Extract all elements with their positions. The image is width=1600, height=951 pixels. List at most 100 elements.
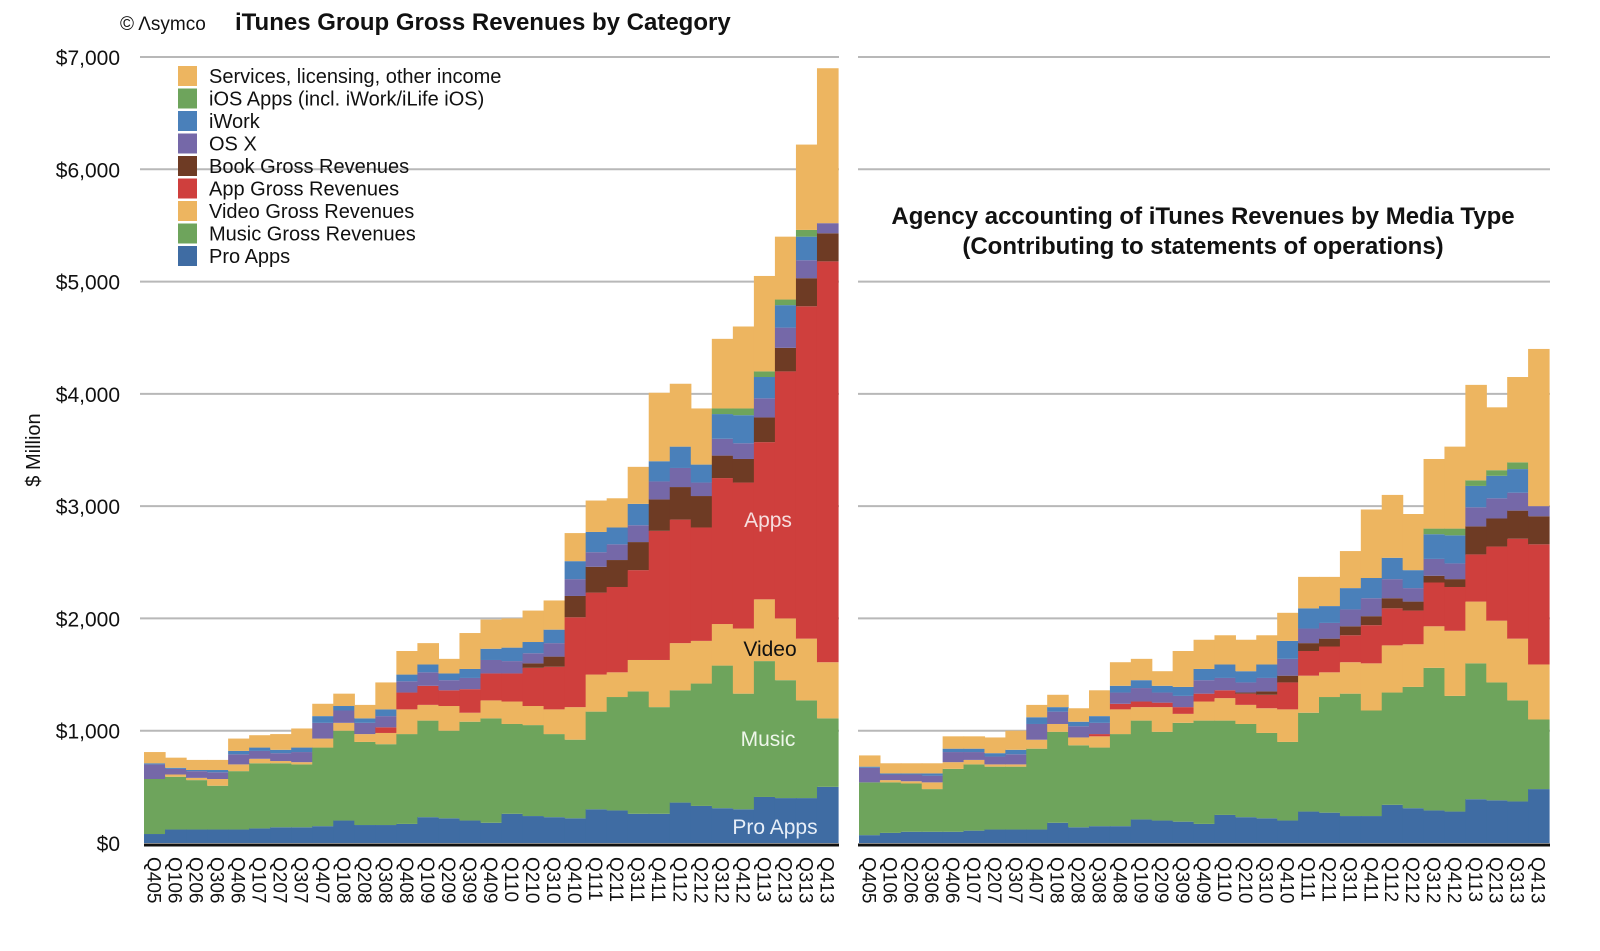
right-bar-segment-music-gross-revenues <box>1277 741 1299 821</box>
left-bar-segment-os-x <box>795 260 818 279</box>
left-bar-segment-pro-apps <box>312 826 334 843</box>
right-bar-segment-pro-apps <box>1486 800 1508 843</box>
right-bar-segment-music-gross-revenues <box>1486 682 1508 801</box>
left-x-tick-label: Q413 <box>815 857 836 903</box>
right-bar-segment-app-gross-revenues <box>1360 625 1383 664</box>
right-bar-segment-pro-apps <box>1423 810 1446 843</box>
left-bar-segment-os-x <box>501 661 524 674</box>
left-bar-segment-book-gross-revenues <box>564 595 587 618</box>
left-bar-segment-services-licensing-other-income <box>522 610 545 643</box>
legend-swatch <box>178 88 197 109</box>
right-bar-segment-os-x <box>879 774 902 781</box>
left-bar-segment-os-x <box>732 443 755 459</box>
right-bar-segment-os-x <box>1089 722 1111 735</box>
right-bar-segment-iwork <box>1444 535 1466 564</box>
y-tick-label: $5,000 <box>56 272 120 295</box>
right-bar-segment-video-gross-revenues <box>1277 709 1299 742</box>
right-bar-segment-app-gross-revenues <box>1319 646 1341 673</box>
right-bar-segment-os-x <box>1423 558 1446 576</box>
right-bar-segment-services-licensing-other-income <box>1068 708 1090 722</box>
left-bar-segment-pro-apps <box>774 798 797 843</box>
left-x-tick-label: Q111 <box>584 857 605 901</box>
right-x-tick-label: Q412 <box>1443 857 1464 903</box>
right-bar-segment-iwork <box>1151 685 1174 693</box>
right-bar-segment-video-gross-revenues <box>1172 713 1195 723</box>
left-bar-segment-music-gross-revenues <box>186 780 208 830</box>
right-bar-segment-pro-apps <box>921 831 944 843</box>
right-bar-segment-music-gross-revenues <box>1402 686 1425 809</box>
left-bar-segment-app-gross-revenues <box>732 482 755 629</box>
left-bar-segment-music-gross-revenues <box>165 776 187 830</box>
right-x-tick-label: Q113 <box>1464 857 1485 902</box>
right-bar-segment-music-gross-revenues <box>1151 731 1174 821</box>
right-bar-segment-iwork <box>1402 570 1425 589</box>
right-bar-segment-services-licensing-other-income <box>1172 650 1195 687</box>
legend-swatch <box>178 156 197 176</box>
right-bar-segment-services-licensing-other-income <box>1465 384 1487 481</box>
left-bar-segment-video-gross-revenues <box>816 662 839 719</box>
right-bar-segment-music-gross-revenues <box>1193 720 1216 824</box>
left-bar-segment-pro-apps <box>480 822 503 843</box>
right-bar-segment-os-x <box>859 767 881 783</box>
right-bar-segment-app-gross-revenues <box>1339 635 1362 663</box>
right-bar-segment-os-x <box>1026 723 1048 740</box>
right-bar-segment-iwork <box>1381 557 1404 580</box>
left-chart-title: iTunes Group Gross Revenues by Category <box>235 9 731 36</box>
left-bar-segment-video-gross-revenues <box>585 674 608 712</box>
legend-label: Music Gross Revenues <box>209 224 416 246</box>
right-bar-segment-pro-apps <box>1360 816 1383 843</box>
left-bar-segment-services-licensing-other-income <box>669 383 692 447</box>
left-x-tick-label: Q309 <box>458 857 479 903</box>
right-bar-segment-iwork <box>1109 685 1132 693</box>
right-bar-segment-pro-apps <box>984 829 1006 843</box>
right-bar-segment-pro-apps <box>1151 820 1174 843</box>
right-bar-segment-music-gross-revenues <box>1360 710 1383 817</box>
right-bar-segment-services-licensing-other-income <box>900 763 923 774</box>
left-x-tick-label: Q407 <box>311 857 332 903</box>
right-bar-segment-iwork <box>963 748 986 753</box>
left-bar-segment-video-gross-revenues <box>522 706 545 726</box>
right-bar-segment-video-gross-revenues <box>1047 723 1069 732</box>
left-bar-segment-video-gross-revenues <box>459 712 482 722</box>
right-x-tick-label: Q213 <box>1485 857 1506 903</box>
right-bar-segment-pro-apps <box>1444 811 1466 843</box>
right-bar-segment-ios-apps-incl-iwork-ilife-ios <box>1465 480 1487 486</box>
right-bar-segment-video-gross-revenues <box>1193 701 1216 721</box>
right-bar-segment-pro-apps <box>1089 826 1111 843</box>
right-bar-segment-music-gross-revenues <box>1339 693 1362 817</box>
left-bar-segment-video-gross-revenues <box>291 762 313 765</box>
right-bar-segment-iwork <box>859 766 881 768</box>
left-bar-segment-pro-apps <box>333 820 355 843</box>
right-bar-segment-services-licensing-other-income <box>1319 576 1341 607</box>
right-bar-segment-music-gross-revenues <box>900 783 923 832</box>
left-bar-segment-ios-apps-incl-iwork-ilife-ios <box>753 371 776 378</box>
left-bar-segment-book-gross-revenues <box>732 458 755 483</box>
right-bar-segment-os-x <box>1486 498 1508 519</box>
left-bar-segment-music-gross-revenues <box>648 707 671 814</box>
left-bar-segment-video-gross-revenues <box>270 761 292 764</box>
right-bar-segment-music-gross-revenues <box>1444 695 1466 812</box>
annotation-apps: Apps <box>744 509 792 532</box>
right-bar-segment-app-gross-revenues <box>1423 582 1446 627</box>
left-bar-segment-os-x <box>165 768 187 775</box>
right-x-tick-label: Q209 <box>1150 857 1171 903</box>
left-bar-segment-iwork <box>732 415 755 444</box>
left-bar-segment-iwork <box>333 706 355 711</box>
left-bar-segment-pro-apps <box>270 827 292 843</box>
left-bar-segment-services-licensing-other-income <box>732 326 755 409</box>
right-bar-segment-iwork <box>1235 671 1257 683</box>
right-bar-segment-pro-apps <box>1298 811 1320 843</box>
annotation-pro-apps: Pro Apps <box>732 816 817 839</box>
right-bar-segment-pro-apps <box>963 830 986 843</box>
right-x-tick-label: Q407 <box>1025 857 1046 903</box>
right-bar-segment-services-licensing-other-income <box>1298 576 1320 609</box>
left-bar-segment-os-x <box>690 482 713 497</box>
right-bar-segment-app-gross-revenues <box>1402 610 1425 645</box>
left-gridlines <box>140 56 839 732</box>
left-bar-segment-music-gross-revenues <box>207 785 229 830</box>
left-bar-segment-os-x <box>564 579 587 596</box>
right-bar-segment-music-gross-revenues <box>963 764 986 831</box>
left-bar-segment-app-gross-revenues <box>438 690 461 707</box>
left-bar-segment-video-gross-revenues <box>249 758 271 764</box>
left-x-tick-label: Q410 <box>563 857 584 903</box>
